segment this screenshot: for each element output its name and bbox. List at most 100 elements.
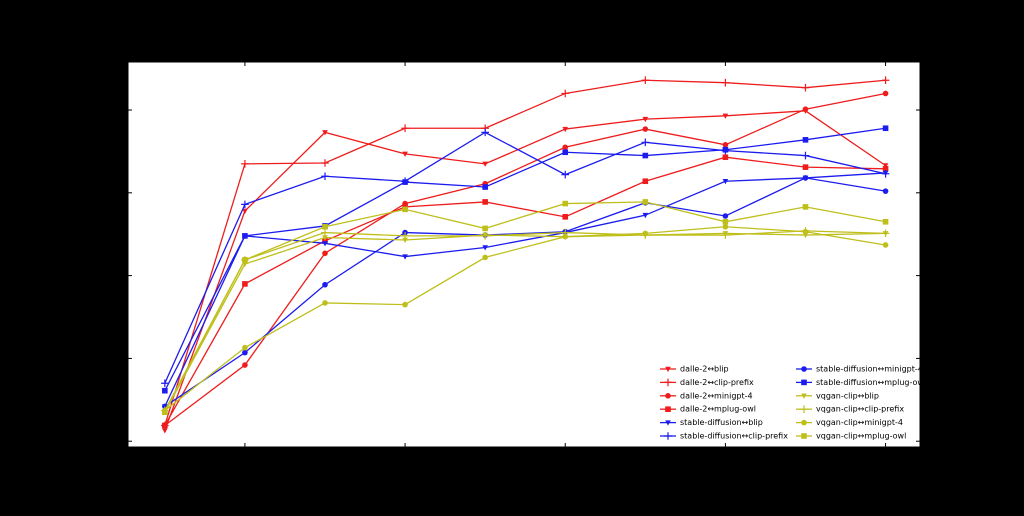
point xyxy=(665,393,671,399)
point xyxy=(321,159,329,167)
point xyxy=(882,166,889,172)
point xyxy=(802,228,809,235)
point xyxy=(402,301,408,308)
point xyxy=(802,106,809,112)
series-line xyxy=(164,226,886,412)
plot-area xyxy=(127,61,921,448)
point xyxy=(641,76,650,85)
point xyxy=(161,379,169,388)
point xyxy=(882,218,889,225)
point xyxy=(482,161,488,167)
legend-label: dalle-2↔minigpt-4 xyxy=(680,391,753,400)
point xyxy=(322,238,328,244)
point xyxy=(242,344,248,351)
point xyxy=(801,393,807,399)
series-line xyxy=(164,79,886,426)
point xyxy=(665,366,671,373)
point xyxy=(561,170,570,179)
point xyxy=(801,433,807,439)
point xyxy=(402,254,408,260)
series-line xyxy=(164,201,886,413)
point xyxy=(665,406,671,412)
legend-label: stable-diffusion↔clip-prefix xyxy=(680,432,788,441)
point xyxy=(562,233,569,240)
point xyxy=(722,113,729,119)
legend-label: dalle-2↔clip-prefix xyxy=(680,378,754,387)
point xyxy=(562,214,569,220)
series-line xyxy=(164,110,886,431)
series-line xyxy=(164,172,886,407)
point xyxy=(322,281,328,288)
point xyxy=(722,146,729,153)
point xyxy=(321,172,329,181)
point xyxy=(882,163,889,169)
point xyxy=(801,83,810,92)
series-line xyxy=(164,177,886,407)
point xyxy=(242,349,248,356)
point xyxy=(242,233,248,239)
point xyxy=(642,116,649,123)
point xyxy=(801,379,807,386)
y-tick-label: 4 xyxy=(117,106,122,115)
point xyxy=(642,212,649,219)
legend-label: vqgan-clip↔blip xyxy=(816,391,879,400)
point xyxy=(801,366,807,372)
point xyxy=(802,137,809,143)
point xyxy=(882,125,889,132)
point xyxy=(322,223,328,230)
point xyxy=(722,213,729,219)
y-tick-label: 3 xyxy=(117,188,122,197)
point xyxy=(722,141,729,148)
point xyxy=(162,409,168,416)
point xyxy=(482,245,488,251)
point xyxy=(322,241,328,247)
point xyxy=(562,149,569,156)
point xyxy=(402,237,408,244)
point xyxy=(401,124,409,133)
point xyxy=(882,90,889,97)
y-tick-label: 1 xyxy=(117,354,122,363)
point xyxy=(162,422,168,429)
point xyxy=(802,164,809,170)
x-tick-label: 6 xyxy=(563,453,568,462)
point xyxy=(562,200,569,207)
point xyxy=(561,89,570,98)
point xyxy=(641,138,650,147)
series-line xyxy=(164,92,886,426)
x-tick-label: 4 xyxy=(403,453,408,462)
point xyxy=(664,378,672,387)
point xyxy=(162,428,168,434)
legend-label: stable-diffusion↔blip xyxy=(680,418,763,427)
point xyxy=(321,228,329,237)
point xyxy=(881,76,890,85)
series-line xyxy=(164,230,886,411)
point xyxy=(801,419,807,426)
point xyxy=(322,300,328,306)
point xyxy=(401,232,409,240)
point xyxy=(881,169,890,178)
point xyxy=(242,257,248,263)
point xyxy=(881,229,890,238)
legend-label: dalle-2↔blip xyxy=(680,365,729,374)
legend-label: vqgan-clip↔minigpt-4 xyxy=(816,418,903,427)
point xyxy=(241,160,249,168)
legend-label: stable-diffusion↔mplug-owl xyxy=(816,378,926,387)
point xyxy=(722,223,729,230)
point xyxy=(642,152,649,159)
point xyxy=(882,188,889,194)
point xyxy=(722,218,729,225)
x-tick-label: 2 xyxy=(242,453,247,462)
point xyxy=(562,144,569,151)
point xyxy=(722,154,729,161)
point xyxy=(402,179,408,185)
point xyxy=(721,78,730,87)
point xyxy=(322,250,328,257)
point xyxy=(481,128,489,137)
series-line xyxy=(164,127,886,391)
point xyxy=(402,151,408,157)
point xyxy=(322,130,328,136)
point xyxy=(664,432,672,440)
point xyxy=(402,206,408,213)
point xyxy=(322,235,328,241)
